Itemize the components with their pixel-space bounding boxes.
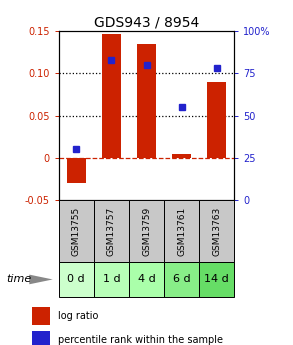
Bar — [94, 200, 129, 262]
Text: GSM13763: GSM13763 — [212, 207, 221, 256]
Text: 4 d: 4 d — [138, 275, 155, 284]
Bar — [137, 44, 156, 158]
Bar — [207, 82, 226, 158]
Text: GSM13757: GSM13757 — [107, 207, 116, 256]
Bar — [164, 262, 199, 297]
Bar — [59, 200, 94, 262]
Text: GSM13755: GSM13755 — [72, 207, 81, 256]
Polygon shape — [29, 275, 53, 284]
Bar — [199, 200, 234, 262]
Bar — [59, 262, 94, 297]
Text: time: time — [6, 275, 31, 284]
Text: 1 d: 1 d — [103, 275, 120, 284]
Text: GSM13759: GSM13759 — [142, 207, 151, 256]
Bar — [102, 33, 121, 158]
Bar — [32, 331, 50, 345]
Bar — [199, 262, 234, 297]
Bar — [67, 158, 86, 183]
Text: 0 d: 0 d — [67, 275, 85, 284]
Title: GDS943 / 8954: GDS943 / 8954 — [94, 16, 199, 30]
Text: 6 d: 6 d — [173, 275, 190, 284]
Text: percentile rank within the sample: percentile rank within the sample — [58, 335, 223, 345]
Bar — [94, 262, 129, 297]
Text: 14 d: 14 d — [205, 275, 229, 284]
Bar — [129, 262, 164, 297]
Bar — [129, 200, 164, 262]
Bar — [164, 200, 199, 262]
Text: GSM13761: GSM13761 — [177, 207, 186, 256]
Bar — [32, 307, 50, 325]
Text: log ratio: log ratio — [58, 311, 98, 321]
Bar — [172, 154, 191, 158]
